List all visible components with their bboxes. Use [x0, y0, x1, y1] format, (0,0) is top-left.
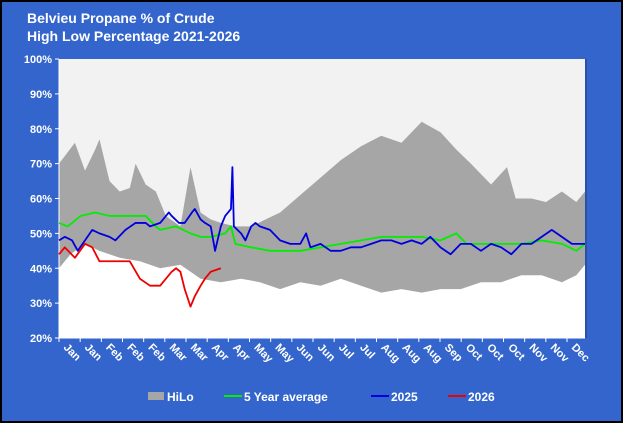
- y-tick-label: 50%: [30, 228, 52, 240]
- x-tick-label: Sep: [442, 342, 465, 365]
- y-tick-label: 100%: [24, 54, 52, 66]
- x-tick-label: Aug: [421, 342, 445, 366]
- x-tick-label: Apr: [209, 342, 231, 364]
- y-tick-label: 40%: [30, 263, 52, 275]
- y-tick-label: 90%: [30, 89, 52, 101]
- x-tick-label: Oct: [463, 342, 485, 364]
- x-tick-label: Aug: [378, 342, 402, 366]
- y-tick-label: 70%: [30, 159, 52, 171]
- hilo-band: [59, 121, 585, 293]
- legend-label-avg-line: 5 Year average: [244, 390, 328, 404]
- series-avg-line: [58, 211, 586, 252]
- area-above-high: [59, 59, 585, 227]
- x-tick-label: Feb: [146, 342, 169, 365]
- x-tick-label: Mar: [167, 342, 190, 365]
- legend-hilo-swatch: [148, 392, 164, 400]
- x-tick-label: Oct: [505, 342, 527, 364]
- x-tick-label: Jan: [82, 342, 104, 364]
- legend-label-line-2026: 2026: [468, 390, 495, 404]
- series-line-2026: [58, 242, 222, 308]
- x-tick-label: Jun: [294, 342, 317, 365]
- x-tick-label: Mar: [188, 342, 211, 365]
- legend-label-line-2025: 2025: [391, 390, 418, 404]
- chart-title: Belvieu Propane % of Crude: [27, 10, 215, 26]
- x-tick-label: May: [251, 342, 275, 366]
- x-tick-label: Apr: [230, 342, 252, 364]
- x-tick-label: Nov: [527, 342, 551, 366]
- x-tick-label: Feb: [124, 342, 147, 365]
- x-tick-label: Jul: [357, 342, 377, 362]
- series-line-2025: [58, 166, 585, 256]
- x-tick-label: Nov: [548, 342, 572, 366]
- x-tick-label: Aug: [400, 342, 424, 366]
- y-tick-label: 80%: [30, 124, 52, 136]
- x-tick-label: May: [273, 342, 297, 366]
- legend-hilo-label: HiLo: [167, 390, 194, 404]
- x-tick-label: Jul: [336, 342, 356, 362]
- x-tick-label: Feb: [103, 342, 126, 365]
- x-tick-label: Oct: [484, 342, 506, 364]
- x-tick-label: Jun: [315, 342, 338, 365]
- x-tick-label: Jan: [61, 342, 83, 364]
- x-tick-label: Dec: [569, 342, 592, 365]
- y-tick-label: 30%: [30, 298, 52, 310]
- y-tick-label: 60%: [30, 194, 52, 206]
- chart-subtitle: High Low Percentage 2021-2026: [27, 28, 241, 44]
- y-tick-label: 20%: [30, 333, 52, 345]
